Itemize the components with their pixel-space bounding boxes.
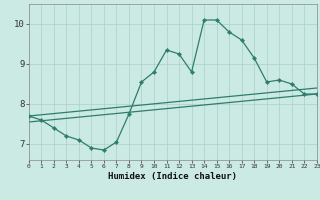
- X-axis label: Humidex (Indice chaleur): Humidex (Indice chaleur): [108, 172, 237, 181]
